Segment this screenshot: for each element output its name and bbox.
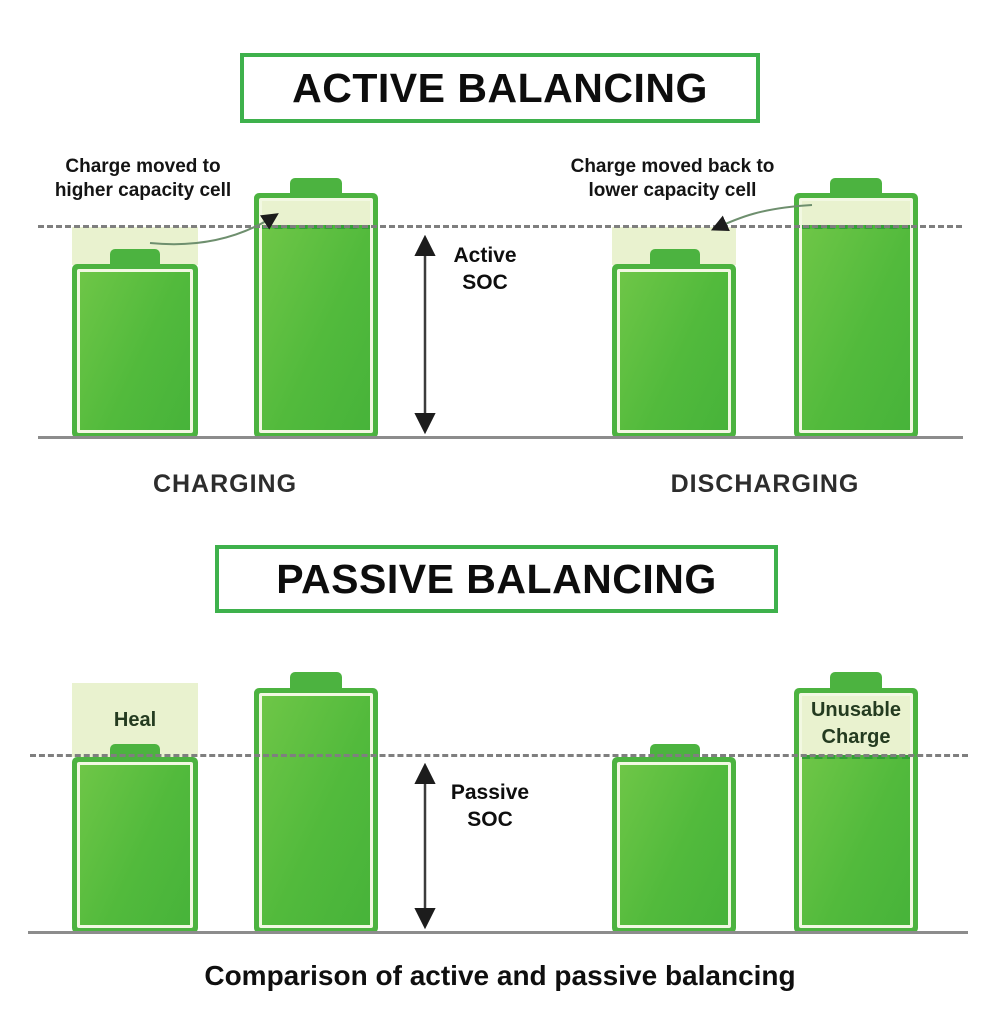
heat-label: Heal xyxy=(113,709,157,731)
battery-tall-passive-full xyxy=(254,688,378,933)
active-balancing-title-box: ACTIVE BALANCING xyxy=(240,53,760,123)
unusable-charge-region xyxy=(802,696,910,755)
unusable-charge-line: Unusable xyxy=(810,699,902,721)
battery-small-discharging xyxy=(612,264,736,438)
battery-fill xyxy=(802,225,910,430)
battery-fill xyxy=(802,755,910,925)
unfilled-headroom xyxy=(262,201,370,225)
battery-fill xyxy=(259,693,373,928)
battery-cap xyxy=(830,672,882,689)
battery-cap xyxy=(650,249,700,266)
passive-balancing-title: PASSIVE BALANCING xyxy=(276,555,717,602)
unfilled-headroom xyxy=(802,201,910,225)
annotation-line: Charge moved to xyxy=(65,156,221,177)
active-balancing-title: ACTIVE BALANCING xyxy=(292,64,708,111)
unusable-charge-label: Unusable Charge xyxy=(794,697,918,751)
battery-content xyxy=(259,198,373,433)
battery-fill xyxy=(77,762,193,928)
soc-label-line: Passive xyxy=(450,781,530,804)
battery-fill xyxy=(617,269,731,433)
unusable-charge-line: Charge xyxy=(821,726,891,748)
active-soc-dashed-line xyxy=(38,225,962,228)
battery-content xyxy=(799,693,913,928)
soc-label-line: SOC xyxy=(462,271,508,294)
soc-label-line: Active xyxy=(453,244,517,267)
battery-tall-discharging xyxy=(794,193,918,438)
passive-baseline xyxy=(28,931,968,934)
passive-soc-dashed-line xyxy=(30,754,968,757)
annotation-line: higher capacity cell xyxy=(54,180,232,201)
battery-tall-unusable-charge xyxy=(794,688,918,933)
battery-small-charging xyxy=(72,264,198,438)
active-baseline xyxy=(38,436,963,439)
passive-balancing-title-box: PASSIVE BALANCING xyxy=(215,545,778,613)
charging-label: CHARGING xyxy=(152,470,298,498)
soc-label-line: SOC xyxy=(467,808,513,831)
battery-fill xyxy=(617,762,731,928)
annotation-charge-moved-back: Charge moved back to lower capacity cell xyxy=(545,155,800,203)
battery-cap xyxy=(290,672,342,689)
battery-small-passive-right xyxy=(612,757,736,933)
battery-cap xyxy=(110,249,160,266)
battery-fill xyxy=(262,225,370,430)
diagram-caption: Comparison of active and passive balanci… xyxy=(204,960,796,991)
battery-content xyxy=(799,198,913,433)
battery-fill xyxy=(77,269,193,433)
battery-cap xyxy=(830,178,882,195)
annotation-line: Charge moved back to xyxy=(570,156,775,177)
annotation-charge-moved-to: Charge moved to higher capacity cell xyxy=(33,155,253,203)
passive-soc-label: Passive SOC xyxy=(435,779,545,833)
battery-tall-charging xyxy=(254,193,378,438)
battery-cap xyxy=(290,178,342,195)
discharging-label: DISCHARGING xyxy=(670,470,860,498)
battery-small-passive-left xyxy=(72,757,198,933)
active-soc-label: Active SOC xyxy=(435,242,535,296)
annotation-line: lower capacity cell xyxy=(588,180,757,201)
